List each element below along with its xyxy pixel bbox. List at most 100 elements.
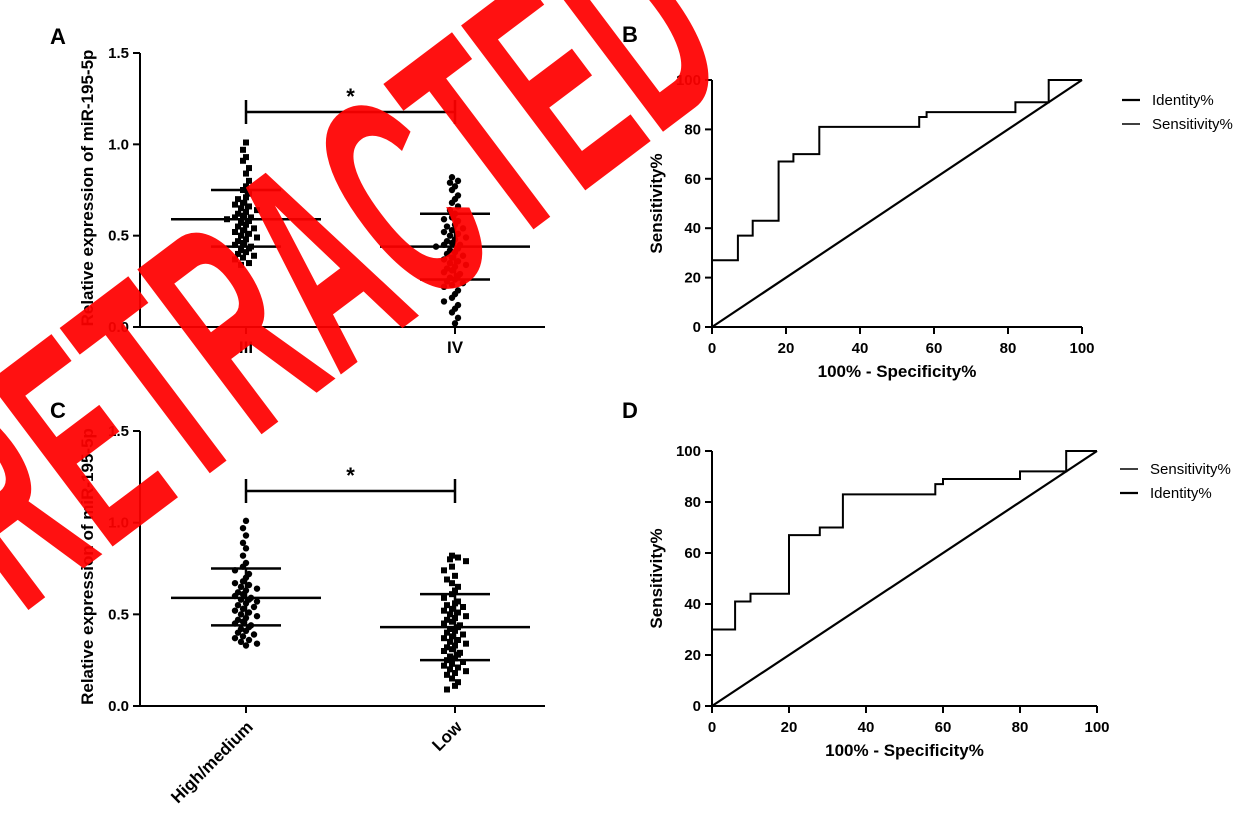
data-point xyxy=(240,254,246,261)
data-point xyxy=(253,612,261,620)
data-point xyxy=(452,572,458,579)
significance-star: * xyxy=(346,463,355,488)
data-point xyxy=(246,260,252,267)
data-point xyxy=(448,214,456,221)
data-point xyxy=(449,552,455,559)
data-point xyxy=(444,686,450,693)
data-point xyxy=(441,607,447,614)
data-point xyxy=(238,205,244,212)
data-point xyxy=(239,539,247,547)
y-tick-label: 60 xyxy=(684,545,701,562)
data-point xyxy=(239,605,247,613)
data-point xyxy=(243,183,249,190)
y-tick-label: 1.5 xyxy=(108,45,129,62)
data-point xyxy=(454,230,462,238)
data-point xyxy=(440,228,448,236)
data-point xyxy=(243,154,249,161)
data-point xyxy=(248,214,254,221)
y-tick-label: 0 xyxy=(693,698,701,715)
x-tick-label: 40 xyxy=(852,340,869,357)
data-point xyxy=(446,206,454,214)
data-point xyxy=(235,250,241,257)
data-point xyxy=(446,179,454,186)
data-point xyxy=(449,580,455,587)
data-point xyxy=(455,609,461,616)
data-point xyxy=(459,252,467,259)
x-category-label: IV xyxy=(447,338,464,357)
data-point xyxy=(460,604,466,610)
data-point xyxy=(237,638,245,646)
data-point xyxy=(446,259,454,267)
data-point xyxy=(440,216,448,223)
data-point xyxy=(444,644,450,651)
data-point xyxy=(449,618,455,625)
data-point xyxy=(231,634,239,642)
data-point xyxy=(452,670,458,676)
data-point xyxy=(231,579,239,587)
x-tick-label: 80 xyxy=(1000,340,1017,357)
data-point xyxy=(448,281,456,289)
data-point xyxy=(447,666,453,673)
chart-b-roc: 0 20 40 60 80 100 0 20 40 60 80 100 100% - Specifici… xyxy=(647,72,1233,381)
legend-label: Identity% xyxy=(1152,92,1214,109)
panel-label-d: D xyxy=(622,398,638,423)
y-tick-label: 0.5 xyxy=(108,228,129,245)
data-point xyxy=(448,226,456,234)
panel-label-a: A xyxy=(50,24,66,49)
chart-a-scatter: 0.0 0.5 1.0 1.5 Relative expression of miR-1… xyxy=(78,45,545,357)
y-tick-label: 100 xyxy=(676,443,701,460)
x-category-label: Low xyxy=(428,717,466,755)
y-tick-label: 0.0 xyxy=(108,319,129,336)
data-point xyxy=(441,648,447,654)
data-point xyxy=(463,613,469,620)
data-point xyxy=(245,581,253,589)
data-point xyxy=(239,618,247,625)
data-point xyxy=(449,633,455,640)
y-axis-title: Sensitivity% xyxy=(647,528,666,628)
data-point xyxy=(455,651,461,658)
data-point xyxy=(238,232,244,239)
data-point xyxy=(463,640,469,647)
data-point xyxy=(441,594,447,601)
data-point xyxy=(454,203,462,210)
y-tick-label: 0.0 xyxy=(108,698,129,715)
data-point xyxy=(441,635,447,642)
data-point xyxy=(440,283,448,291)
data-point xyxy=(240,146,246,153)
x-tick-label: 20 xyxy=(778,340,795,357)
data-point xyxy=(237,583,245,591)
x-category-label: III xyxy=(239,338,253,357)
data-point xyxy=(455,583,461,590)
data-point xyxy=(448,294,456,301)
data-point xyxy=(238,261,244,268)
data-point xyxy=(460,659,466,665)
x-tick-label: 20 xyxy=(781,719,798,736)
data-point xyxy=(455,679,461,686)
data-point xyxy=(240,212,246,219)
data-point xyxy=(452,587,458,594)
x-tick-label: 40 xyxy=(858,719,875,736)
data-point xyxy=(455,664,461,671)
data-point xyxy=(242,532,250,539)
data-point xyxy=(246,177,252,184)
data-point xyxy=(232,229,238,236)
data-point xyxy=(440,256,448,263)
data-point xyxy=(239,552,247,559)
data-point xyxy=(238,219,244,226)
x-tick-label: 100 xyxy=(1069,340,1094,357)
data-point xyxy=(448,186,456,194)
data-point xyxy=(243,249,249,256)
y-tick-label: 60 xyxy=(684,171,701,188)
data-point xyxy=(452,682,458,689)
data-point xyxy=(448,267,456,274)
data-point xyxy=(246,245,252,252)
y-tick-label: 0 xyxy=(693,319,701,336)
data-point xyxy=(440,269,448,276)
data-point xyxy=(253,640,261,647)
x-tick-label: 80 xyxy=(1012,719,1029,736)
data-point xyxy=(239,633,247,640)
data-point xyxy=(251,252,257,259)
chart-d-roc: 0 20 40 60 80 100 0 20 40 60 80 100 100% - Specifici… xyxy=(647,443,1231,760)
data-point xyxy=(446,232,454,239)
data-point xyxy=(460,631,466,638)
